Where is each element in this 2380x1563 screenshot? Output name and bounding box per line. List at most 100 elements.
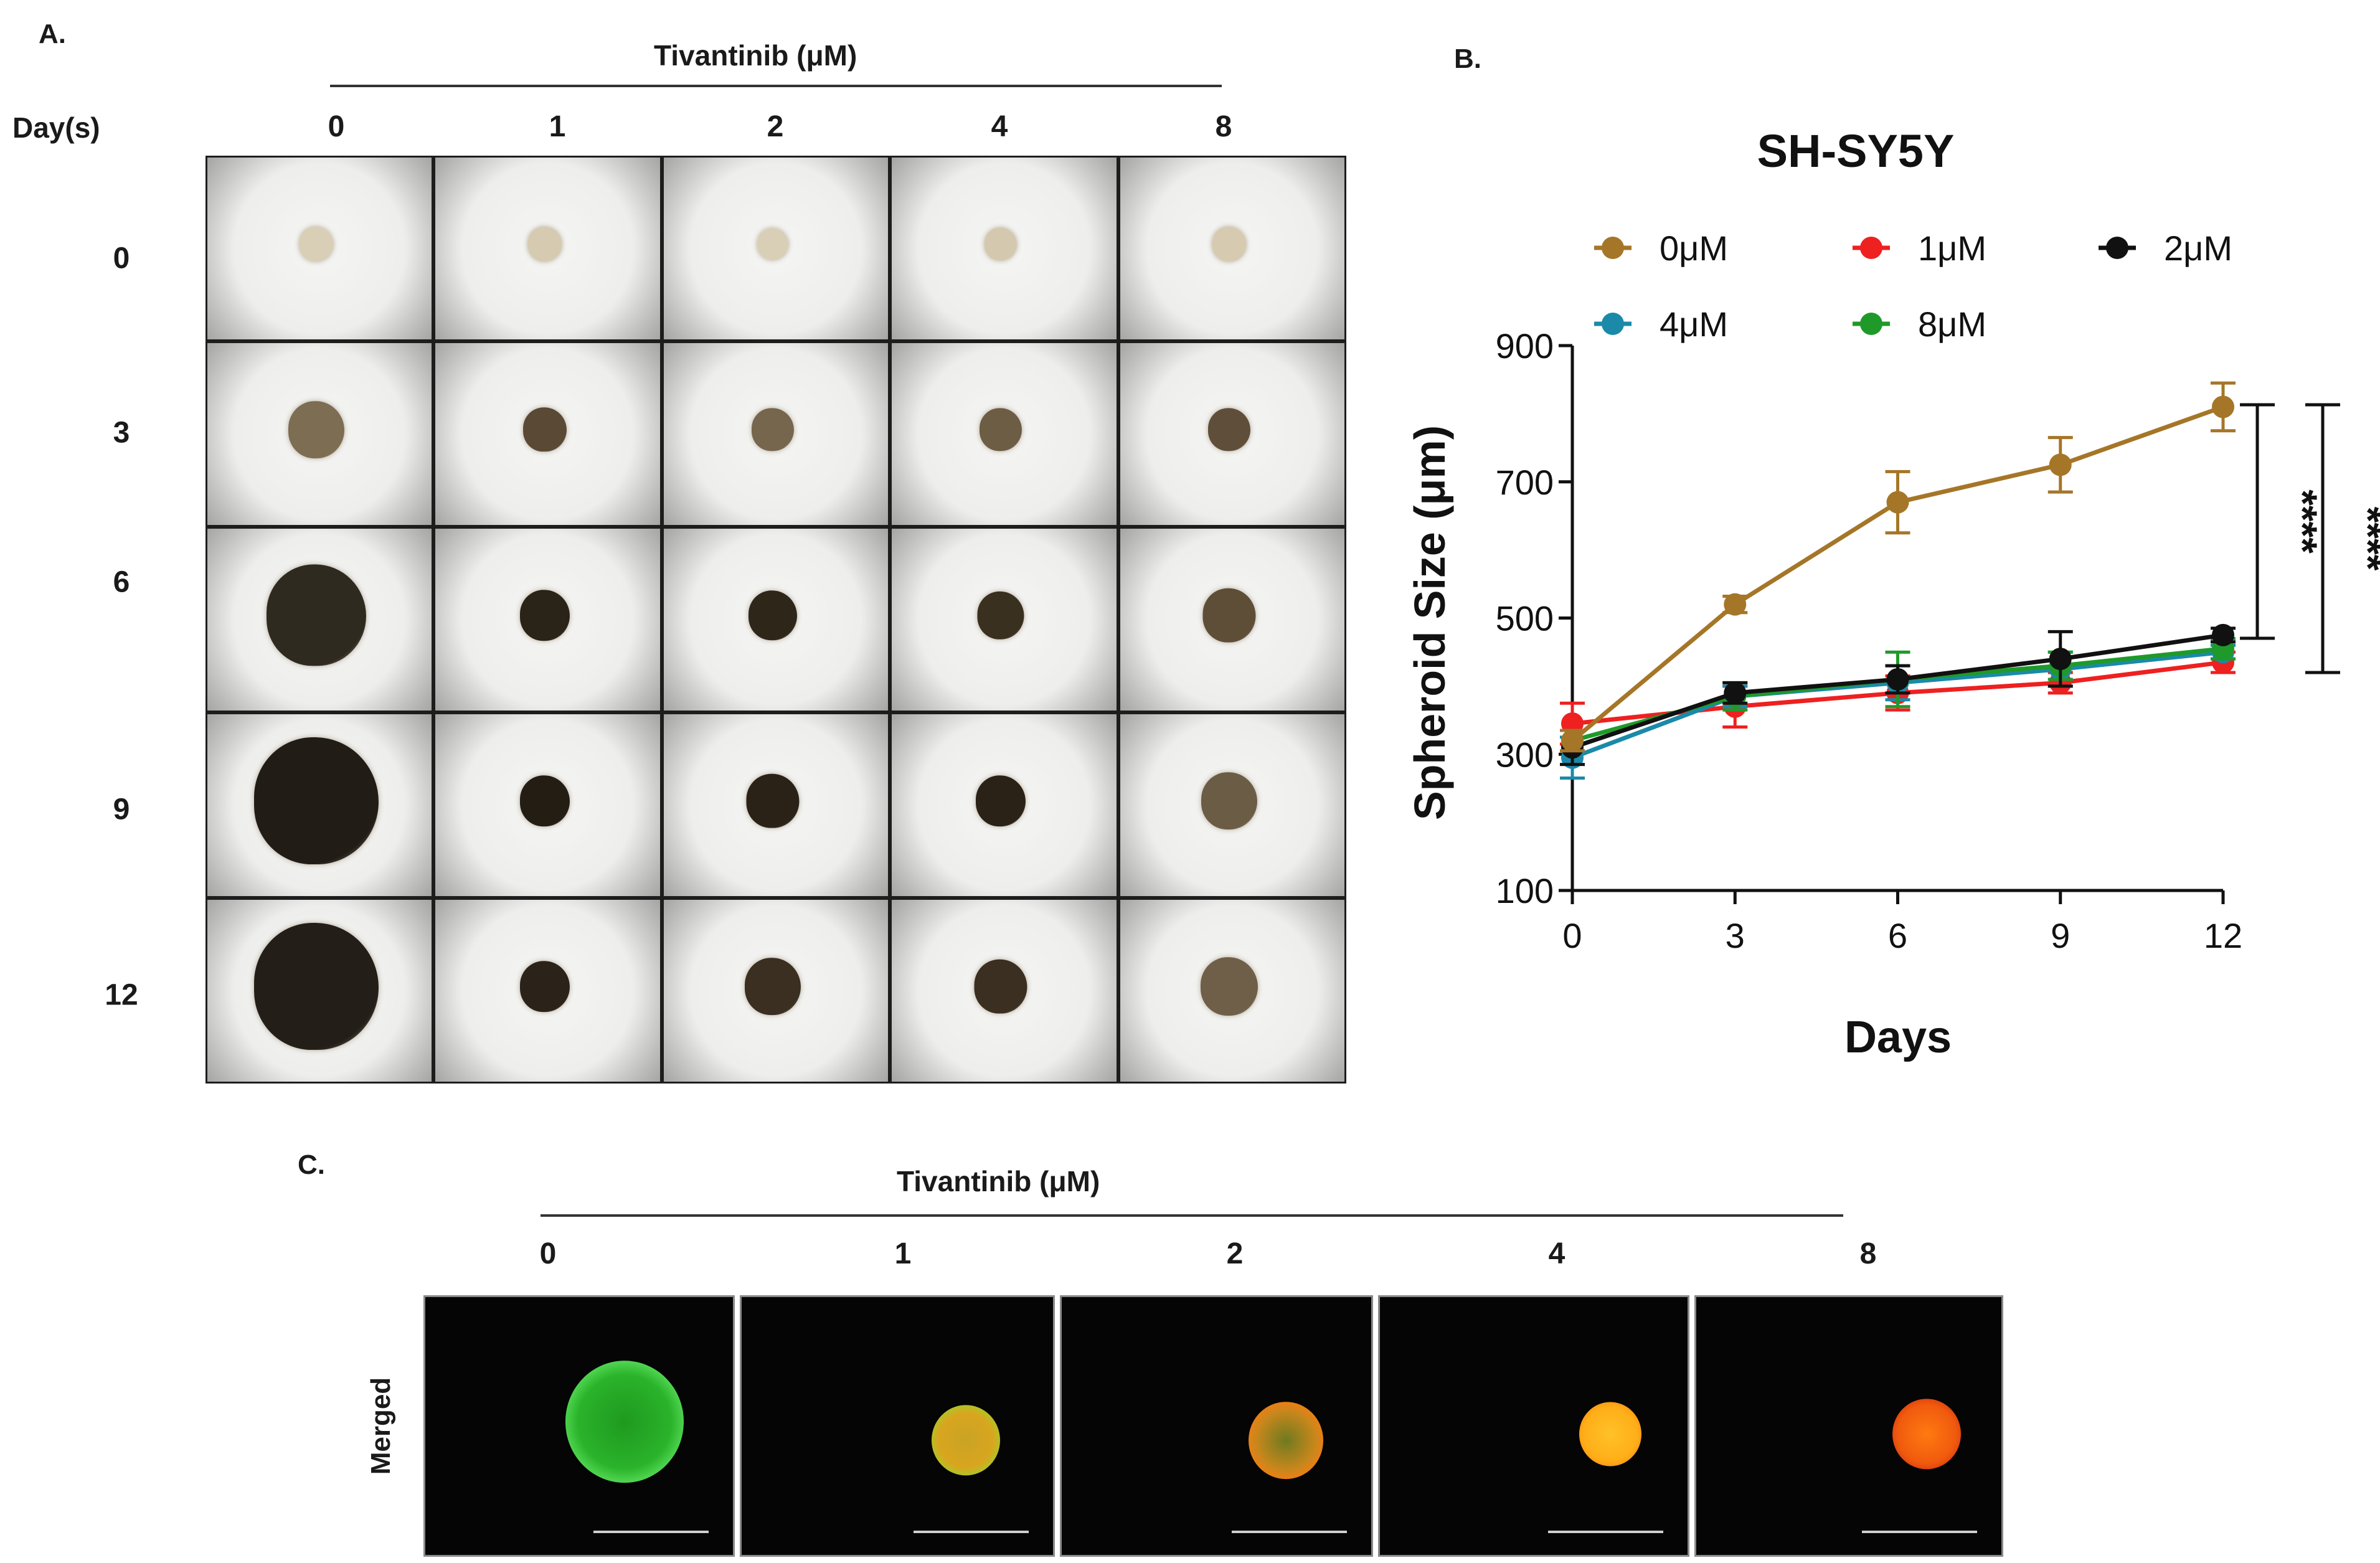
x-tick-label: 6 — [1888, 916, 1907, 955]
data-point — [2049, 453, 2072, 476]
panel-c-column-label: 1 — [894, 1237, 912, 1270]
spheroid-well-image — [1120, 158, 1344, 339]
spheroid-well-image — [1120, 343, 1344, 525]
spheroid-well-image — [663, 343, 889, 525]
panel-a-row-label: 9 — [113, 793, 130, 826]
legend-swatch-marker — [1860, 237, 1882, 259]
panel-a-column-label: 0 — [328, 110, 345, 143]
scale-bar — [593, 1531, 709, 1533]
scale-bar — [1232, 1531, 1347, 1533]
y-tick-label: 900 — [1496, 326, 1554, 366]
fluorescence-image — [740, 1295, 1055, 1557]
spheroid-well-image — [892, 900, 1117, 1082]
spheroid-well-image — [207, 529, 432, 711]
spheroid-well-image — [435, 900, 660, 1082]
spheroid-well-image — [892, 714, 1117, 896]
spheroid-well-image — [663, 714, 889, 896]
spheroid-well-image — [663, 529, 889, 711]
fluorescent-spheroid — [1249, 1402, 1323, 1479]
panel-a-row-label: 3 — [113, 416, 130, 450]
panel-c-column-label: 4 — [1548, 1237, 1565, 1270]
significance-bracket-label: **** — [2345, 507, 2380, 571]
chart-title: SH-SY5Y — [1757, 125, 1955, 177]
panel-c-column-label: 0 — [539, 1237, 557, 1270]
spheroid-well-image — [435, 529, 660, 711]
x-tick-label: 0 — [1562, 916, 1582, 955]
fluorescence-image — [1694, 1295, 2003, 1557]
legend-label: 0μM — [1660, 229, 1728, 268]
spheroid-well-image — [435, 343, 660, 525]
legend-label: 2μM — [2164, 229, 2232, 268]
fluorescent-spheroid — [1579, 1402, 1641, 1466]
y-tick-label: 500 — [1496, 599, 1554, 638]
panel-a-row-label: 0 — [113, 242, 130, 275]
spheroid-well-image — [207, 714, 432, 896]
panel-a-column-label: 1 — [549, 110, 566, 143]
spheroid-well-image — [1120, 529, 1344, 711]
panel-c-header: Tivantinib (μM) — [897, 1165, 1100, 1197]
spheroid-well-image — [435, 158, 660, 339]
fluorescence-image — [1060, 1295, 1373, 1557]
panel-b-letter: B. — [1454, 44, 1481, 74]
spheroid-well-image — [207, 343, 432, 525]
legend-label: 8μM — [1918, 305, 1986, 344]
panel-c-letter: C. — [298, 1150, 325, 1180]
panel-a-header: Tivantinib (μM) — [654, 39, 857, 72]
legend-swatch-marker — [1602, 313, 1624, 335]
spheroid-well-image — [435, 714, 660, 896]
x-axis-label: Days — [1844, 1013, 1952, 1062]
panel-a-row-header: Day(s) — [12, 111, 100, 144]
spheroid-well-image — [1120, 900, 1344, 1082]
x-tick-label: 9 — [2051, 916, 2070, 955]
scale-bar — [1862, 1531, 1977, 1533]
y-axis-label: Spheroid Size (μm) — [1405, 425, 1454, 820]
fluorescence-image — [1378, 1295, 1689, 1557]
spheroid-well-image — [892, 158, 1117, 339]
data-point — [1886, 491, 1909, 514]
fluorescence-image — [423, 1295, 735, 1557]
merged-row-label: Merged — [366, 1377, 396, 1475]
scale-bar — [914, 1531, 1029, 1533]
data-point — [1724, 681, 1747, 704]
fluorescent-spheroid — [565, 1361, 684, 1483]
data-point — [1724, 593, 1747, 616]
spheroid-well-image — [892, 529, 1117, 711]
data-point — [1561, 729, 1584, 752]
y-tick-label: 300 — [1496, 735, 1554, 774]
panel-c-header-rule — [541, 1214, 1843, 1217]
x-tick-label: 12 — [2204, 916, 2242, 955]
spheroid-well-image — [207, 900, 432, 1082]
spheroid-well-image — [663, 158, 889, 339]
legend-swatch-marker — [1860, 313, 1882, 335]
scale-bar — [1548, 1531, 1663, 1533]
panel-a-letter: A. — [39, 19, 66, 49]
data-point — [1886, 668, 1909, 691]
data-point — [2212, 395, 2234, 418]
data-point — [2049, 648, 2072, 671]
panel-a-column-label: 4 — [991, 110, 1008, 143]
fluorescent-spheroid — [1892, 1399, 1961, 1470]
spheroid-well-image — [1120, 714, 1344, 896]
legend-swatch-marker — [1602, 237, 1624, 259]
panel-a-row-label: 12 — [105, 978, 138, 1012]
panel-c-column-label: 2 — [1226, 1237, 1244, 1270]
x-tick-label: 3 — [1726, 916, 1745, 955]
y-tick-label: 700 — [1496, 463, 1554, 502]
panel-a-row-label: 6 — [113, 565, 130, 599]
panel-a-column-label: 2 — [767, 110, 784, 143]
legend-label: 1μM — [1918, 229, 1986, 268]
spheroid-image-grid — [205, 156, 1346, 1084]
legend-label: 4μM — [1660, 305, 1728, 344]
spheroid-well-image — [892, 343, 1117, 525]
legend-swatch-marker — [2106, 237, 2128, 259]
panel-a-header-rule — [330, 85, 1222, 87]
spheroid-well-image — [207, 158, 432, 339]
panel-c-column-label: 8 — [1859, 1237, 1877, 1270]
spheroid-well-image — [663, 900, 889, 1082]
significance-bracket-label: **** — [2280, 489, 2326, 554]
panel-a-column-label: 8 — [1215, 110, 1232, 143]
y-tick-label: 100 — [1496, 871, 1554, 910]
data-point — [2212, 623, 2234, 646]
